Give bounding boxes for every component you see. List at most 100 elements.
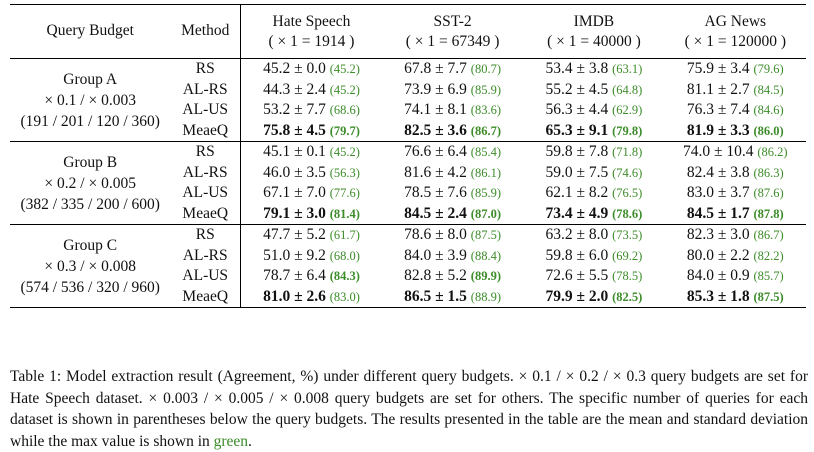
max-value: (56.3) [329,165,360,180]
group-ratio: × 0.2 / × 0.005 [44,174,136,192]
max-value: (79.7) [329,123,360,138]
mean-std: 53.2 ± 7.7 [263,101,326,118]
value-cell: 51.0 ± 9.2 (68.0) [240,245,382,266]
mean-std: 45.2 ± 0.0 [263,60,326,77]
max-value: (74.6) [612,165,643,180]
mean-std: 73.4 ± 4.9 [545,204,609,222]
mean-std: 75.9 ± 3.4 [686,60,750,77]
max-value: (45.2) [329,62,360,76]
value-cell: 78.7 ± 6.4 (84.3) [240,266,382,287]
method-cell: AL-US [182,267,229,284]
caption-text: Table 1: Model extraction result (Agreem… [10,368,808,450]
table-row: MeaeQ 79.1 ± 3.0 (81.4) 84.5 ± 2.4 (87.0) 7… [10,203,806,225]
mean-std: 47.7 ± 5.2 [263,226,326,243]
mean-std: 59.8 ± 6.0 [545,246,609,264]
value-cell: 78.5 ± 7.6 (85.9) [382,183,523,204]
method-cell: AL-US [182,101,229,118]
group-counts: (191 / 201 / 120 / 360) [20,112,160,130]
group-name: Group B [63,153,118,171]
value-cell: 47.7 ± 5.2 (61.7) [240,224,382,246]
value-cell: 78.6 ± 8.0 (87.5) [382,225,523,246]
max-value: (88.9) [470,289,501,304]
value-cell: 67.8 ± 7.7 (80.7) [382,59,523,80]
group-cell: Group C × 0.3 / × 0.008 (574 / 536 / 320 /… [10,225,170,308]
value-cell: 82.5 ± 3.6 (86.7) [382,121,523,142]
mean-std: 78.6 ± 8.0 [404,226,467,243]
mean-std: 55.2 ± 4.5 [545,80,609,98]
results-table: Query Budget Method Hate Speech ( × 1 = … [10,4,806,308]
dataset-scale: ( × 1 = 40000 ) [547,32,641,50]
header-method: Method [181,22,230,40]
mean-std: 84.0 ± 0.9 [686,267,750,284]
value-cell: 82.8 ± 5.2 (89.9) [382,266,523,287]
value-cell: 45.1 ± 0.1 (45.2) [240,141,382,163]
mean-std: 65.3 ± 9.1 [545,121,609,139]
mean-std: 73.9 ± 6.9 [404,80,467,98]
group-counts: (382 / 335 / 200 / 600) [20,195,160,213]
header-dataset: SST-2 ( × 1 = 67349 ) [382,5,523,59]
value-cell: 46.0 ± 3.5 (56.3) [240,162,382,183]
mean-std: 59.0 ± 7.5 [545,163,609,181]
table-caption: Table 1: Model extraction result (Agreem… [10,366,808,452]
header-row: Query Budget Method Hate Speech ( × 1 = … [10,4,806,59]
value-cell: 74.0 ± 10.4 (86.2) [665,142,806,163]
value-cell: 53.4 ± 3.8 (63.1) [523,59,664,80]
group-ratio: × 0.3 / × 0.008 [44,257,136,275]
table-row: AL-US 67.1 ± 7.0 (77.6) 78.5 ± 7.6 (85.9) 6… [10,183,806,204]
max-value: (82.5) [612,289,643,304]
value-cell: 67.1 ± 7.0 (77.6) [240,183,382,204]
table-row: AL-RS 51.0 ± 9.2 (68.0) 84.0 ± 3.9 (88.4) 5… [10,245,806,267]
group-ratio: × 0.1 / × 0.003 [44,91,136,109]
max-value: (45.2) [329,145,360,159]
max-value: (86.7) [470,123,501,138]
value-cell: 62.1 ± 8.2 (76.5) [523,183,664,204]
mean-std: 74.0 ± 10.4 [683,143,754,160]
value-cell: 76.6 ± 6.4 (85.4) [382,142,523,163]
max-value: (85.7) [753,269,784,283]
max-value: (87.0) [470,206,501,221]
mean-std: 84.5 ± 1.7 [686,204,750,222]
max-value: (84.6) [753,103,784,117]
max-value: (64.8) [612,82,643,97]
max-value: (73.5) [612,228,643,242]
caption-end: . [248,432,252,450]
mean-std: 72.6 ± 5.5 [545,267,609,284]
value-cell: 83.0 ± 3.7 (87.6) [665,183,806,204]
value-cell: 63.2 ± 8.0 (73.5) [523,225,664,246]
mean-std: 79.9 ± 2.0 [545,287,609,305]
value-cell: 59.8 ± 6.0 (69.2) [523,246,664,267]
mean-std: 51.0 ± 9.2 [263,246,326,264]
value-cell: 55.2 ± 4.5 (64.8) [523,80,664,101]
mean-std: 46.0 ± 3.5 [263,163,326,181]
value-cell: 80.0 ± 2.2 (82.2) [665,246,806,267]
max-value: (79.8) [612,123,643,138]
mean-std: 79.1 ± 3.0 [263,204,326,222]
mean-std: 85.3 ± 1.8 [686,287,750,305]
max-value: (61.7) [329,228,360,242]
mean-std: 82.8 ± 5.2 [404,267,467,284]
mean-std: 67.8 ± 7.7 [404,60,467,77]
max-value: (86.0) [753,123,784,138]
max-value: (86.3) [753,165,784,180]
max-value: (45.2) [329,82,360,97]
mean-std: 53.4 ± 3.8 [545,60,609,77]
mean-std: 62.1 ± 8.2 [545,184,609,201]
mean-std: 75.8 ± 4.5 [263,121,326,139]
mean-std: 45.1 ± 0.1 [263,143,326,160]
value-cell: 44.3 ± 2.4 (45.2) [240,79,382,100]
group-name: Group C [63,236,118,254]
value-cell: 81.0 ± 2.6 (83.0) [240,286,382,308]
dataset-name: Hate Speech [272,12,351,30]
dataset-name: SST-2 [433,12,472,30]
table-row: Group C × 0.3 / × 0.008 (574 / 536 / 320 /… [10,224,806,296]
table-row: Group A × 0.1 / × 0.003 (191 / 201 / 120 /… [10,58,806,130]
max-value: (87.6) [753,186,784,200]
value-cell: 73.4 ± 4.9 (78.6) [523,204,664,225]
mean-std: 84.0 ± 3.9 [404,246,467,264]
max-value: (79.6) [753,62,784,76]
mean-std: 78.7 ± 6.4 [263,267,326,284]
max-value: (86.1) [470,165,501,180]
value-cell: 84.0 ± 0.9 (85.7) [665,266,806,287]
value-cell: 56.3 ± 4.4 (62.9) [523,100,664,121]
max-value: (86.7) [753,228,784,242]
